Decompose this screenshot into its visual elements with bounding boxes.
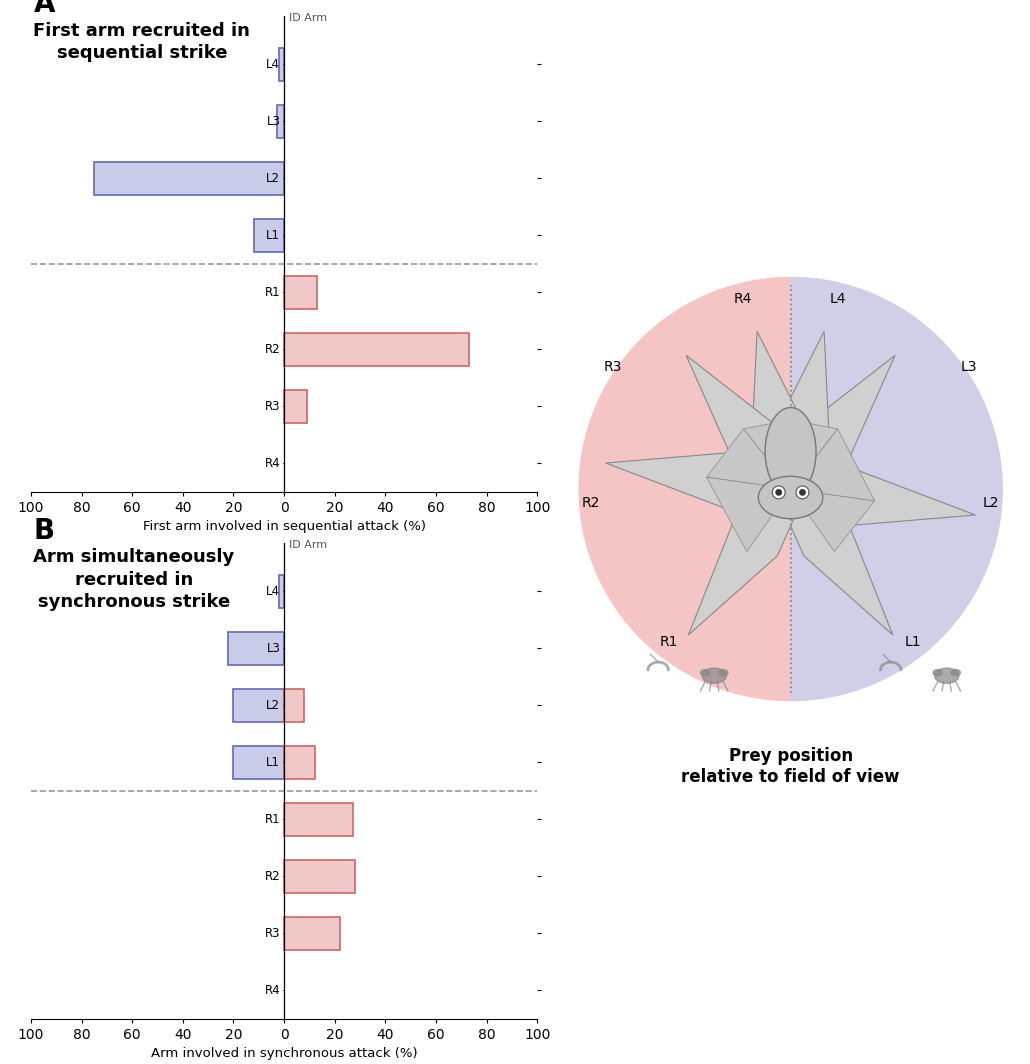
Text: L2: L2 <box>983 496 999 510</box>
Bar <box>279 575 284 608</box>
Polygon shape <box>788 471 975 526</box>
Ellipse shape <box>702 668 726 683</box>
Bar <box>284 333 469 366</box>
Polygon shape <box>779 355 895 498</box>
Bar <box>284 276 317 309</box>
Ellipse shape <box>700 669 710 676</box>
Text: R4: R4 <box>734 292 752 306</box>
Bar <box>279 48 284 81</box>
Bar <box>284 688 305 721</box>
Polygon shape <box>688 480 803 635</box>
Text: R1: R1 <box>265 813 280 826</box>
Text: R2: R2 <box>265 869 280 883</box>
Bar <box>276 105 284 138</box>
Polygon shape <box>791 422 837 489</box>
Text: Prey position
relative to field of view: Prey position relative to field of view <box>681 747 900 785</box>
Circle shape <box>772 486 785 499</box>
Text: L4: L4 <box>267 584 280 598</box>
Bar <box>94 162 284 195</box>
Text: L3: L3 <box>267 642 280 654</box>
Polygon shape <box>752 331 805 493</box>
Polygon shape <box>778 480 893 635</box>
Text: L2: L2 <box>267 699 280 712</box>
Bar <box>284 916 340 949</box>
Text: L3: L3 <box>961 360 977 373</box>
Bar <box>229 632 284 665</box>
Text: A: A <box>33 0 55 18</box>
Polygon shape <box>777 422 804 489</box>
Ellipse shape <box>758 477 823 518</box>
Text: R3: R3 <box>265 927 280 940</box>
Text: L4: L4 <box>830 292 847 306</box>
Bar <box>234 746 284 779</box>
Polygon shape <box>707 429 791 489</box>
Bar <box>284 860 355 893</box>
Text: L3: L3 <box>267 115 280 128</box>
Ellipse shape <box>934 668 959 683</box>
Text: R2: R2 <box>581 496 599 510</box>
Text: R3: R3 <box>604 360 621 373</box>
Text: ID Arm: ID Arm <box>289 14 328 23</box>
Text: R3: R3 <box>265 400 280 413</box>
Circle shape <box>776 489 782 496</box>
Text: R2: R2 <box>265 343 280 356</box>
Circle shape <box>579 277 1003 701</box>
Text: R4: R4 <box>265 456 280 470</box>
X-axis label: Arm involved in synchronous attack (%): Arm involved in synchronous attack (%) <box>150 1047 417 1060</box>
Text: B: B <box>33 517 55 545</box>
Text: L1: L1 <box>267 755 280 768</box>
Text: R1: R1 <box>265 286 280 299</box>
Text: L2: L2 <box>267 172 280 185</box>
Bar <box>284 389 307 422</box>
X-axis label: First arm involved in sequential attack (%): First arm involved in sequential attack … <box>142 520 425 533</box>
Ellipse shape <box>765 408 816 496</box>
Ellipse shape <box>952 669 960 676</box>
Polygon shape <box>791 489 874 551</box>
Polygon shape <box>707 477 791 551</box>
Polygon shape <box>686 355 802 498</box>
Circle shape <box>796 486 809 499</box>
Polygon shape <box>791 429 874 501</box>
Text: First arm recruited in
sequential strike: First arm recruited in sequential strike <box>33 21 250 62</box>
Wedge shape <box>791 277 1003 701</box>
Polygon shape <box>776 331 829 493</box>
Polygon shape <box>606 452 793 508</box>
Bar <box>234 688 284 721</box>
Text: L1: L1 <box>904 635 921 649</box>
Circle shape <box>799 489 805 496</box>
Text: L4: L4 <box>267 57 280 71</box>
Text: Arm simultaneously
recruited in
synchronous strike: Arm simultaneously recruited in synchron… <box>33 548 235 611</box>
Bar <box>253 219 284 252</box>
Polygon shape <box>744 422 791 489</box>
Ellipse shape <box>933 669 942 676</box>
Text: R4: R4 <box>265 983 280 997</box>
Ellipse shape <box>719 669 728 676</box>
Bar <box>284 802 352 835</box>
Text: R1: R1 <box>659 635 678 649</box>
Text: ID Arm: ID Arm <box>289 541 328 550</box>
Text: L1: L1 <box>267 229 280 242</box>
Bar <box>284 746 314 779</box>
